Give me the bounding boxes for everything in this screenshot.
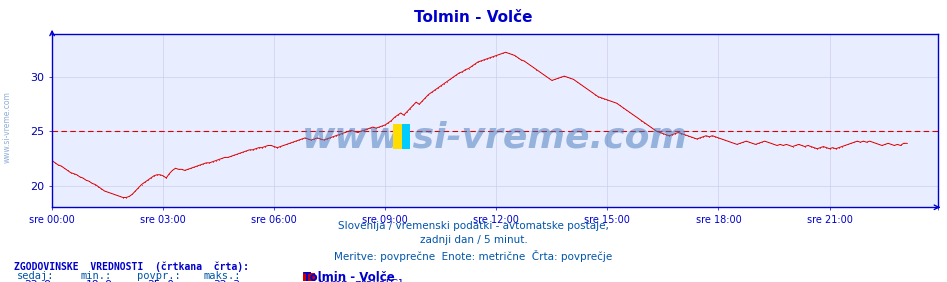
Text: 18,9: 18,9 (85, 280, 113, 282)
Text: min.:: min.: (80, 271, 112, 281)
Text: Meritve: povprečne  Enote: metrične  Črta: povprečje: Meritve: povprečne Enote: metrične Črta:… (334, 250, 613, 262)
Text: 25,0: 25,0 (147, 280, 174, 282)
Text: ZGODOVINSKE  VREDNOSTI  (črtkana  črta):: ZGODOVINSKE VREDNOSTI (črtkana črta): (14, 262, 249, 272)
Text: Tolmin - Volče: Tolmin - Volče (414, 10, 533, 25)
Text: Slovenija / vremenski podatki - avtomatske postaje,: Slovenija / vremenski podatki - avtomats… (338, 221, 609, 231)
Text: www.si-vreme.com: www.si-vreme.com (3, 91, 12, 163)
Text: 23,9: 23,9 (24, 280, 51, 282)
Text: Tolmin - Volče: Tolmin - Volče (303, 271, 395, 282)
Text: maks.:: maks.: (204, 271, 241, 281)
Text: temp. zraka[C]: temp. zraka[C] (319, 279, 402, 282)
Text: zadnji dan / 5 minut.: zadnji dan / 5 minut. (420, 235, 527, 245)
Text: povpr.:: povpr.: (137, 271, 181, 281)
Bar (402, 124, 410, 149)
Text: 32,3: 32,3 (213, 280, 241, 282)
Text: sedaj:: sedaj: (17, 271, 55, 281)
Text: www.si-vreme.com: www.si-vreme.com (302, 121, 688, 155)
